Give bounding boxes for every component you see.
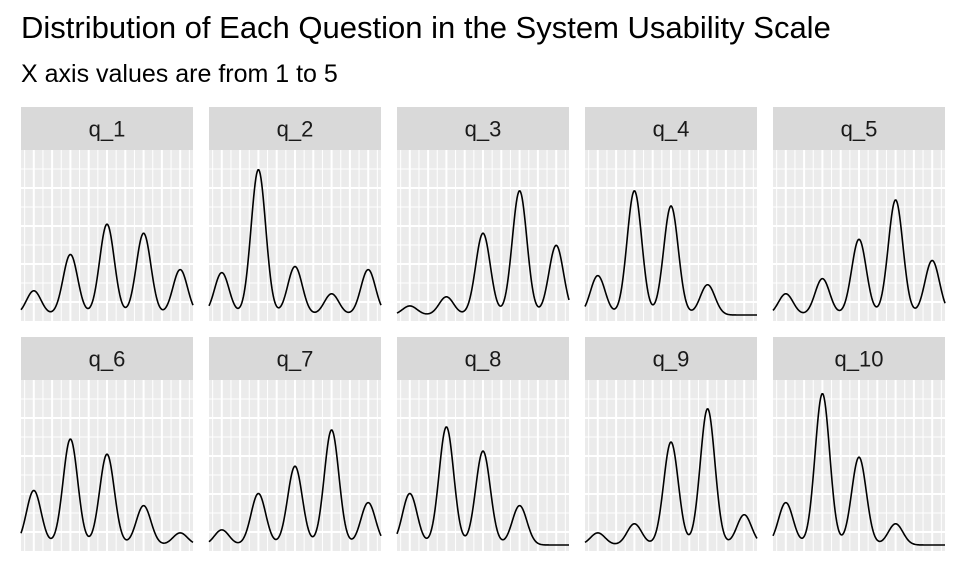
facet-label: q_8 [465, 347, 502, 372]
facet-strip [397, 337, 569, 380]
density-line [208, 169, 382, 314]
facet-panel: q_7 [208, 337, 382, 551]
gridlines [209, 380, 381, 551]
gridlines [773, 150, 945, 321]
gridlines [773, 380, 945, 551]
facet-panel: q_4 [584, 107, 757, 321]
facet-panel: q_5 [772, 107, 946, 321]
facet-strip [21, 337, 193, 380]
gridlines [585, 380, 757, 551]
facet-panel: q_2 [208, 107, 382, 321]
facet-strip [21, 107, 193, 150]
gridlines [397, 380, 569, 551]
density-line [396, 426, 569, 546]
facet-strip [585, 107, 757, 150]
density-line [20, 223, 194, 313]
facet-strip [773, 107, 945, 150]
chart-title: Distribution of Each Question in the Sys… [21, 10, 831, 45]
facet-label: q_9 [653, 347, 690, 372]
gridlines [21, 150, 193, 321]
facet-label: q_10 [835, 347, 884, 372]
gridlines [21, 380, 193, 551]
facet-strip [585, 337, 757, 380]
density-line [396, 190, 570, 315]
facet-strip [209, 337, 381, 380]
facet-panel: q_1 [20, 107, 194, 321]
gridlines [209, 150, 381, 321]
facet-strip [397, 107, 569, 150]
facet-panel: q_3 [396, 107, 570, 321]
facet-panel: q_9 [584, 337, 758, 551]
facet-panel: q_8 [396, 337, 569, 551]
gridlines [585, 150, 757, 321]
facet-panel: q_6 [20, 337, 194, 551]
density-line [772, 392, 945, 546]
facet-label: q_4 [653, 117, 690, 142]
density-line [584, 190, 757, 316]
facet-label: q_5 [841, 117, 878, 142]
facet-label: q_2 [277, 117, 314, 142]
density-line [772, 199, 946, 314]
density-line [20, 438, 194, 544]
facet-strip [209, 107, 381, 150]
density-line [584, 408, 758, 545]
density-line [208, 429, 382, 544]
gridlines [397, 150, 569, 321]
facet-strip [773, 337, 945, 380]
facet-label: q_6 [89, 347, 126, 372]
chart-subtitle: X axis values are from 1 to 5 [21, 60, 338, 88]
facet-label: q_3 [465, 117, 502, 142]
facet-label: q_1 [89, 117, 126, 142]
facet-label: q_7 [277, 347, 314, 372]
facet-panel: q_10 [772, 337, 945, 551]
